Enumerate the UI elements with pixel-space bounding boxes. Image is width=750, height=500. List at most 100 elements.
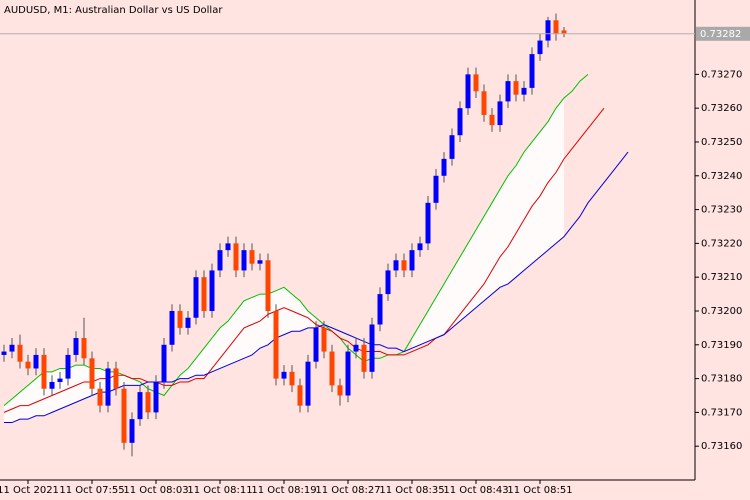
candle-body — [545, 20, 551, 41]
candle-body — [289, 371, 295, 386]
candle-body — [89, 358, 95, 389]
candle-body — [457, 108, 463, 136]
candle-body — [153, 381, 159, 413]
candle-body — [17, 344, 23, 362]
candle-body — [489, 114, 495, 126]
candle-body — [145, 392, 151, 413]
x-tick-label: 11 Oct 2021 — [0, 485, 59, 496]
y-tick-label: 0.73220 — [701, 238, 742, 249]
candle-body — [201, 277, 207, 311]
candle-body — [553, 20, 559, 34]
candle-body — [297, 385, 303, 406]
candle-body — [329, 351, 335, 386]
candle-body — [121, 388, 127, 443]
candle-body — [65, 354, 71, 379]
candle-body — [105, 368, 111, 406]
candle-body — [257, 260, 263, 264]
y-tick-label: 0.73270 — [701, 69, 742, 80]
candle-body — [241, 250, 247, 271]
candle-body — [473, 74, 479, 92]
candle-body — [25, 361, 31, 369]
candle-body — [497, 101, 503, 126]
candle-body — [561, 30, 567, 34]
candle-body — [513, 81, 519, 95]
candle-body — [441, 158, 447, 176]
candle-body — [409, 250, 415, 271]
candle-body — [177, 310, 183, 328]
candle-body — [313, 327, 319, 362]
current-price-box — [696, 26, 750, 41]
indicator-line — [3, 107, 605, 413]
candle-body — [1, 351, 7, 355]
candle-body — [449, 135, 455, 159]
candle-body — [217, 250, 223, 271]
y-tick-label: 0.73170 — [701, 407, 742, 418]
y-tick-label: 0.73160 — [701, 441, 742, 452]
candle-body — [129, 419, 135, 443]
candle-body — [81, 338, 87, 359]
candle-body — [57, 378, 63, 382]
candle-body — [505, 81, 511, 102]
candle-body — [185, 317, 191, 328]
candle-body — [529, 54, 535, 88]
candle-body — [321, 327, 327, 352]
candle-body — [305, 361, 311, 406]
chart-title: AUDUSD, M1: Australian Dollar vs US Doll… — [4, 5, 223, 16]
candle-body — [465, 74, 471, 109]
x-tick-label: 11 Oct 08:35 — [379, 485, 444, 496]
x-tick-label: 11 Oct 08:11 — [187, 485, 252, 496]
candle-body — [377, 294, 383, 325]
candle-body — [169, 310, 175, 345]
candle-body — [9, 344, 15, 352]
candle-body — [281, 371, 287, 379]
candle-body — [345, 351, 351, 396]
y-tick-label: 0.73240 — [701, 171, 742, 182]
candle-body — [417, 243, 423, 251]
candle-body — [161, 344, 167, 382]
candle-body — [273, 310, 279, 379]
candle-body — [337, 385, 343, 396]
candle-body — [393, 260, 399, 271]
y-tick-label: 0.73260 — [701, 103, 742, 114]
candle-body — [249, 250, 255, 264]
y-tick-label: 0.73180 — [701, 374, 742, 385]
channel-fill — [180, 287, 316, 379]
candle-body — [73, 338, 79, 355]
candle-body — [401, 260, 407, 271]
candle-body — [433, 175, 439, 203]
candle-body — [137, 392, 143, 420]
candle-body — [385, 270, 391, 295]
y-tick-label: 0.73250 — [701, 137, 742, 148]
channel-fill — [412, 98, 564, 349]
x-tick-label: 11 Oct 08:51 — [507, 485, 572, 496]
y-tick-label: 0.73200 — [701, 306, 742, 317]
candle-body — [41, 354, 47, 389]
candle-body — [481, 91, 487, 115]
y-tick-label: 0.73210 — [701, 272, 742, 283]
y-tick-label: 0.73230 — [701, 205, 742, 216]
x-tick-label: 11 Oct 08:43 — [443, 485, 508, 496]
candle-body — [369, 324, 375, 372]
candle-body — [521, 87, 527, 95]
candle-body — [113, 368, 119, 389]
candle-body — [225, 243, 231, 251]
x-tick-label: 11 Oct 08:27 — [315, 485, 380, 496]
candle-body — [537, 40, 543, 55]
y-tick-label: 0.73190 — [701, 340, 742, 351]
current-price-label: 0.73282 — [700, 29, 741, 40]
candle-body — [233, 243, 239, 271]
candle-body — [97, 388, 103, 406]
candle-body — [425, 202, 431, 244]
candle-body — [265, 260, 271, 311]
candle-body — [193, 277, 199, 318]
candle-body — [209, 270, 215, 311]
x-tick-label: 11 Oct 08:19 — [251, 485, 316, 496]
indicator-line — [3, 73, 589, 407]
x-tick-label: 11 Oct 07:55 — [59, 485, 124, 496]
x-tick-label: 11 Oct 08:03 — [123, 485, 188, 496]
candle-body — [361, 344, 367, 372]
candle-body — [49, 381, 55, 389]
